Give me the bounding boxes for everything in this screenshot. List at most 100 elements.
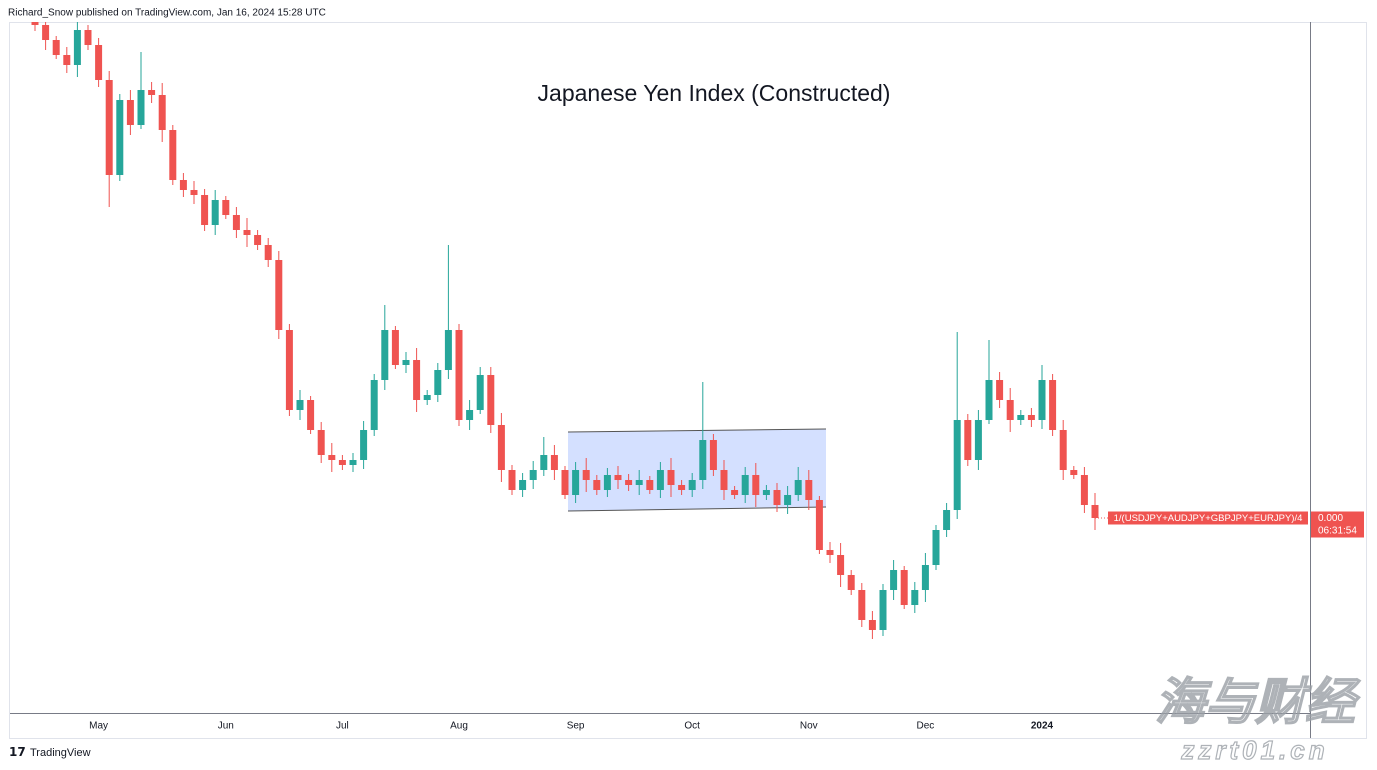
publisher-line: Richard_Snow published on TradingView.co… <box>8 8 326 19</box>
range-top-line <box>567 428 827 433</box>
footer-text: TradingView <box>30 747 91 759</box>
x-tick-label: Jul <box>336 721 349 732</box>
footer-logo: 𝟭𝟳 TradingView <box>9 745 91 759</box>
candle-body <box>1027 415 1035 420</box>
candle-body <box>656 470 664 490</box>
candle-body <box>307 400 315 430</box>
x-tick-label: Dec <box>917 721 935 732</box>
x-tick-label: Nov <box>800 721 818 732</box>
candle-body <box>582 470 590 480</box>
candle-body <box>1006 400 1014 420</box>
candle-body <box>561 470 569 495</box>
candle-body <box>381 330 389 380</box>
candle-body <box>996 380 1004 400</box>
candle-body <box>444 330 452 370</box>
last-price-tag <box>1311 511 1364 538</box>
candle-body <box>879 590 887 630</box>
x-tick-label: Oct <box>684 721 700 732</box>
candle-body <box>572 470 580 495</box>
candle-body <box>1059 430 1067 470</box>
candle-body <box>815 500 823 550</box>
candle-body <box>222 200 230 215</box>
candle-body <box>42 25 50 40</box>
candle-body <box>974 420 982 460</box>
x-tick-label: Sep <box>567 721 585 732</box>
candle-body <box>868 620 876 630</box>
candle-body <box>699 440 707 480</box>
candle-body <box>773 490 781 505</box>
candle-body <box>741 475 749 495</box>
candle-body <box>423 395 431 400</box>
candle-body <box>190 190 198 195</box>
time-axis-labels: May Jun Jul Aug Sep Oct Nov Dec 2024 <box>89 721 1053 732</box>
candle-body <box>95 45 103 80</box>
candle-body <box>360 430 368 460</box>
last-price-label: 0.000 <box>1318 513 1343 524</box>
candle-body <box>890 570 898 590</box>
chart-title: Japanese Yen Index (Constructed) <box>538 80 891 106</box>
watermark-cn: 海与财经 <box>1155 674 1361 730</box>
range-box <box>568 429 826 511</box>
candle-body <box>900 570 908 605</box>
candle-body <box>837 555 845 575</box>
candle-body <box>254 235 262 245</box>
candle-body <box>667 470 675 485</box>
candle-body <box>466 410 474 420</box>
candle-body <box>476 375 484 410</box>
x-tick-label: May <box>89 721 108 732</box>
candle-body <box>709 440 717 470</box>
x-tick-label: Aug <box>450 721 468 732</box>
candle-body <box>243 230 251 235</box>
candle-body <box>275 260 283 330</box>
candle-body <box>52 40 60 55</box>
candle-body <box>497 425 505 470</box>
candle-body <box>317 430 325 455</box>
candle-body <box>911 590 919 605</box>
candle-body <box>932 530 940 565</box>
candle-body <box>519 480 527 490</box>
x-tick-label: Jun <box>218 721 234 732</box>
candle-body <box>593 480 601 490</box>
candle-body <box>201 195 209 225</box>
candle-body <box>688 480 696 490</box>
candle-body <box>169 130 177 180</box>
candle-body <box>847 575 855 590</box>
candle-body <box>413 360 421 400</box>
candle-body <box>731 490 739 495</box>
candle-body <box>762 490 770 495</box>
candle-body <box>487 375 495 425</box>
candle-body <box>635 480 643 485</box>
candle-body <box>455 330 463 420</box>
candle-body <box>985 380 993 420</box>
x-tick-label: 2024 <box>1031 721 1054 732</box>
candle-body <box>73 30 81 65</box>
price-tags: 1/(USDJPY+AUDJPY+GBPJPY+EURJPY)/4 0.000 06… <box>1095 511 1364 538</box>
candle-body <box>116 100 124 175</box>
candle-body <box>529 470 537 480</box>
candle-body <box>1017 415 1025 420</box>
candle-body <box>349 460 357 465</box>
candle-body <box>858 590 866 620</box>
candle-body <box>63 55 71 65</box>
candle-body <box>434 370 442 395</box>
series-name-tag <box>1108 511 1308 525</box>
bar-countdown: 06:31:54 <box>1318 526 1357 537</box>
candle-body <box>964 420 972 460</box>
candle-body <box>603 475 611 490</box>
candle-body <box>1070 470 1078 475</box>
candle-body <box>1049 380 1057 430</box>
range-bottom-line <box>567 506 827 512</box>
candle-body <box>264 245 272 260</box>
watermark-url: zzrt01.cn <box>1180 735 1328 765</box>
candles <box>31 22 1099 639</box>
candle-body <box>285 330 293 410</box>
candle-body <box>126 100 134 125</box>
candle-body <box>402 360 410 365</box>
chart-frame <box>9 22 1367 739</box>
candle-body <box>158 95 166 130</box>
candle-body <box>805 480 813 500</box>
candle-body <box>720 470 728 490</box>
candle-body <box>540 455 548 470</box>
